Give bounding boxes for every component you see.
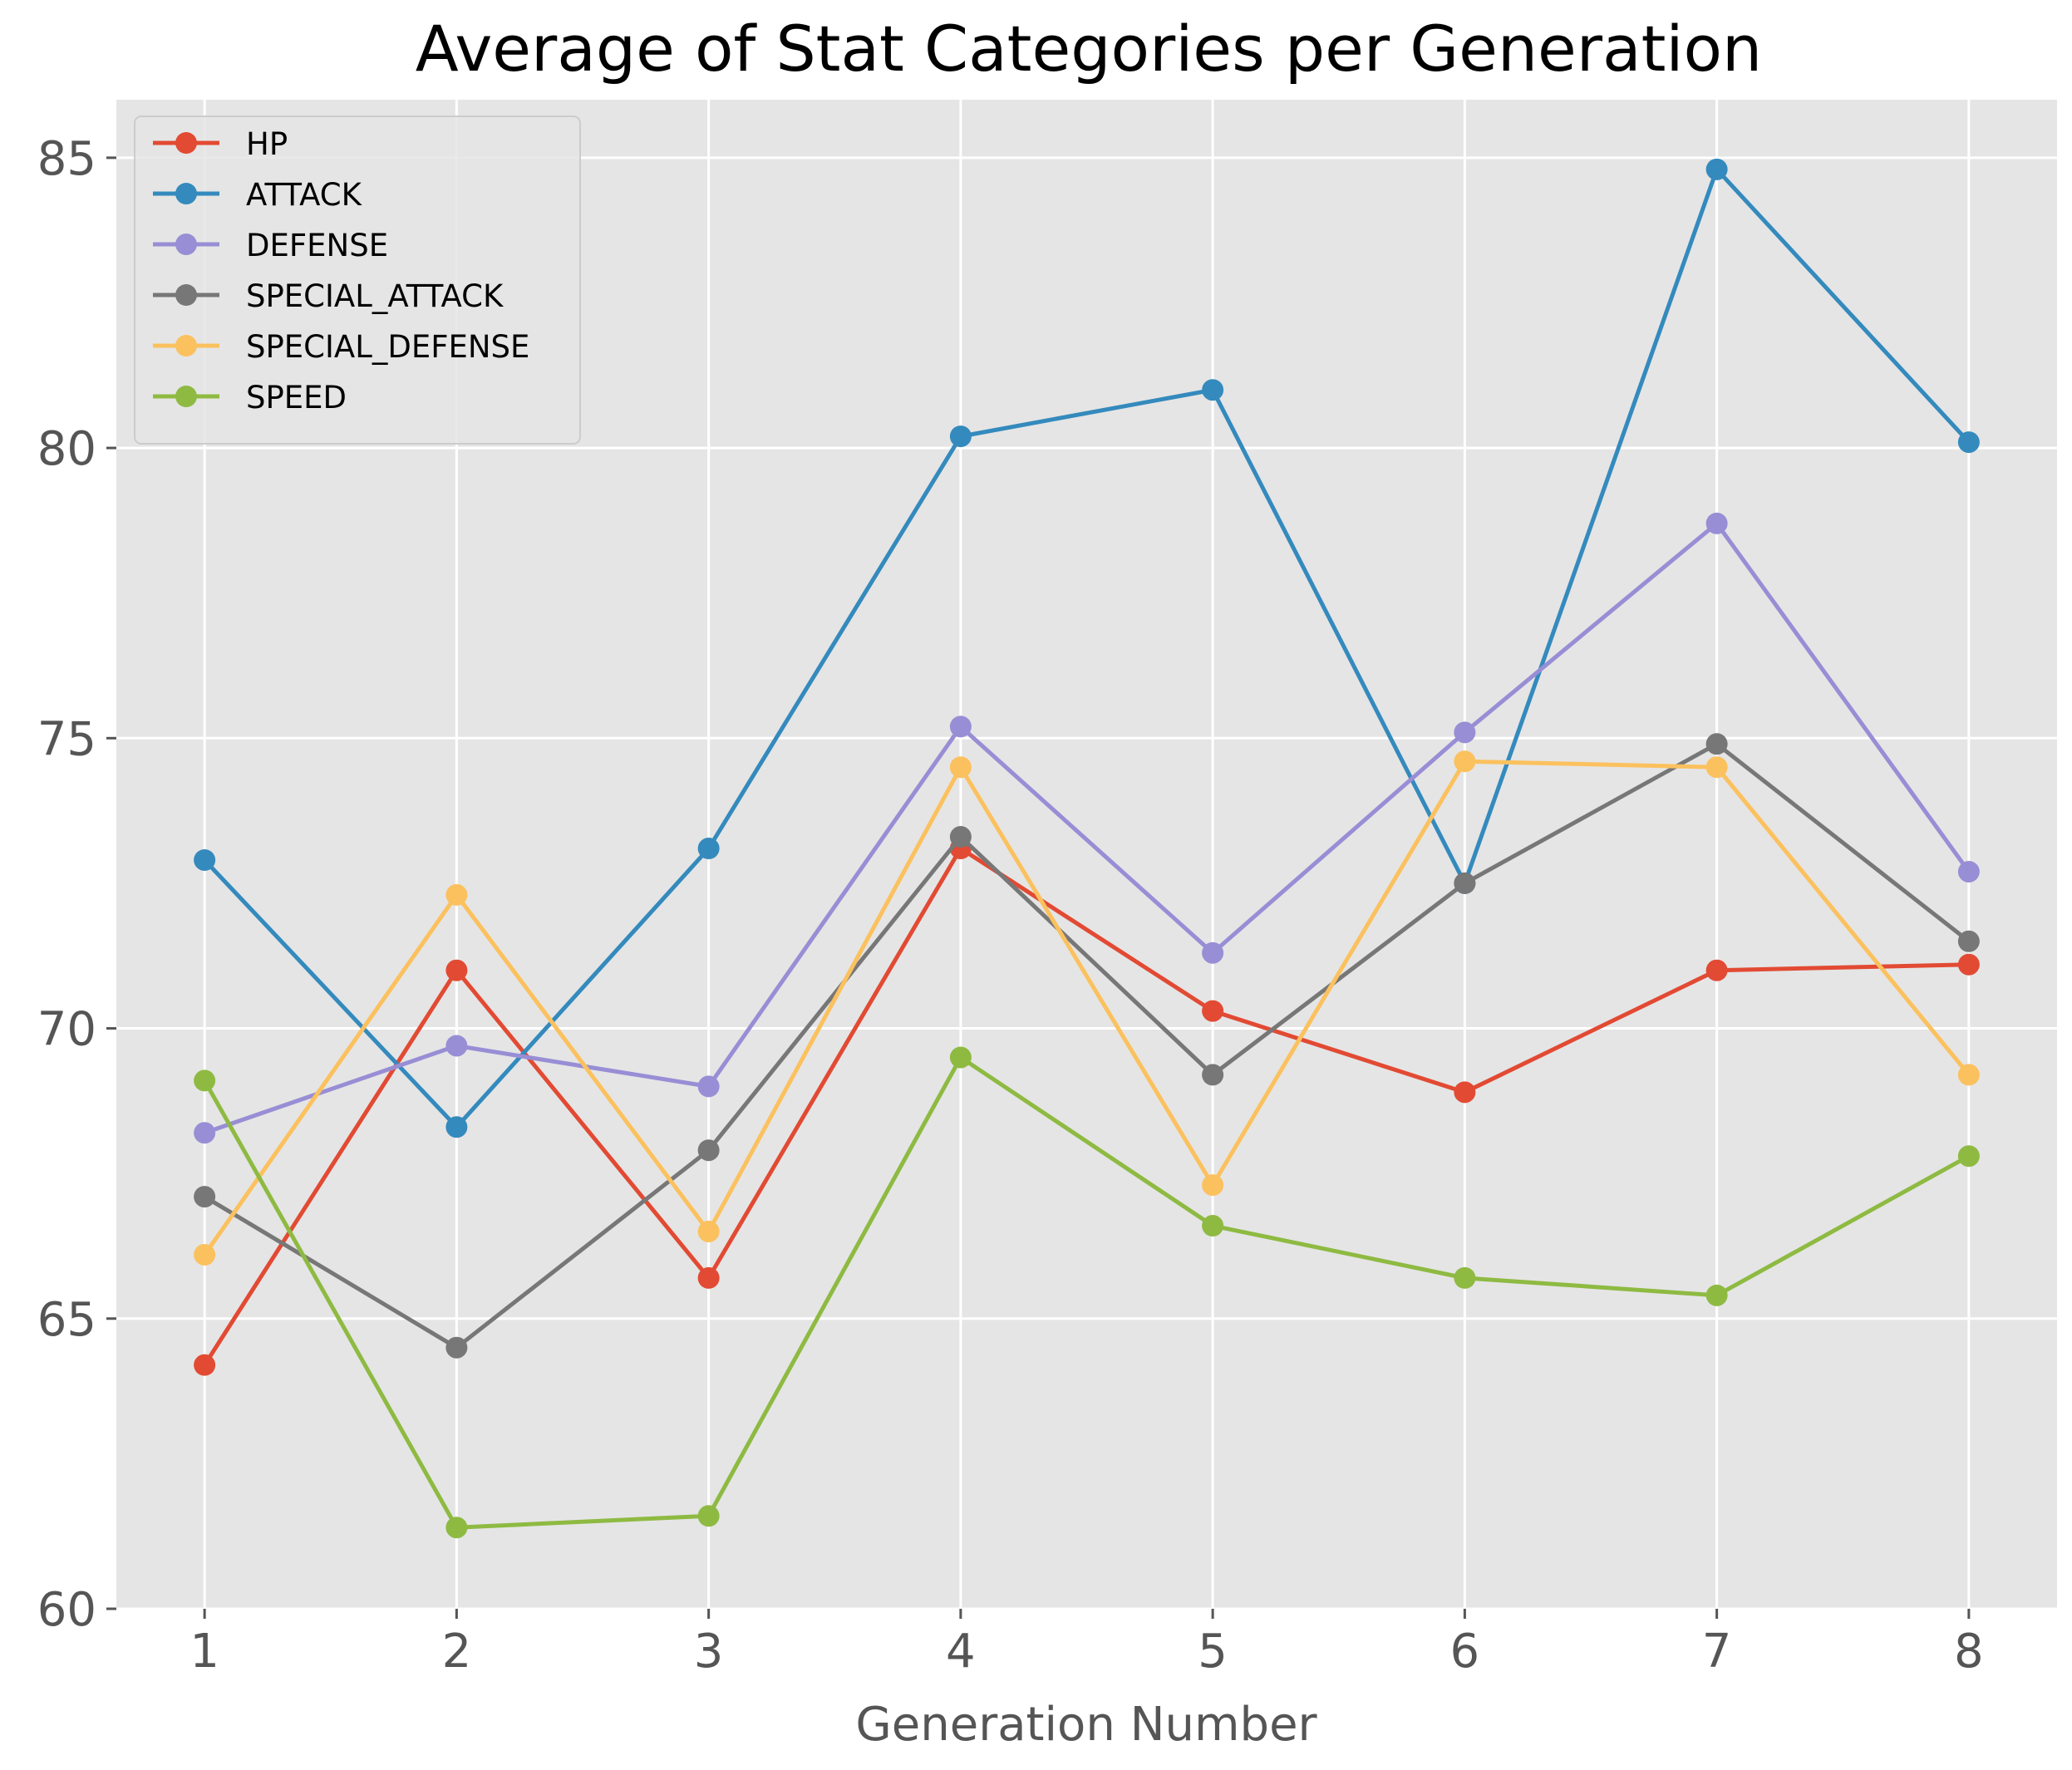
data-point-special-defense [1957,1064,1980,1086]
legend-swatch-marker [175,335,197,356]
data-point-special-attack [697,1139,720,1162]
data-point-hp [445,959,468,981]
series-defense [194,512,1980,1144]
x-tick-label: 7 [1702,1625,1732,1679]
data-point-special-defense [697,1221,720,1242]
legend-box [134,116,581,445]
data-point-hp [1957,953,1980,976]
data-point-speed [949,1046,972,1069]
legend-label: SPECIAL_DEFENSE [246,329,529,365]
data-point-special-defense [194,1243,216,1266]
data-point-defense [1957,860,1980,883]
x-tick-label: 4 [946,1625,976,1679]
series-line-speed [202,1055,1971,1530]
legend-item-special-attack: SPECIAL_ATTACK [153,278,504,314]
data-point-hp [1705,959,1728,981]
legend-swatch-marker [175,386,197,407]
data-point-defense [697,1075,720,1098]
y-tick-label: 75 [37,712,96,766]
data-point-defense [1705,512,1728,534]
legend-item-hp: HP [153,126,288,162]
series-hp [194,838,1980,1376]
data-point-speed [445,1517,468,1539]
data-point-hp [697,1266,720,1289]
series-line-special-defense [203,759,1971,1256]
legend-label: SPEED [246,380,347,415]
data-point-special-defense [1705,756,1728,779]
y-tick-label: 60 [37,1583,96,1637]
series-speed [194,1046,1980,1539]
data-point-special-attack [949,826,972,848]
data-point-special-defense [949,756,972,779]
y-tick-label: 70 [37,1003,96,1057]
legend-label: HP [246,126,288,162]
data-point-attack [697,838,720,860]
data-point-defense [1202,942,1224,964]
data-point-special-attack [1202,1064,1224,1086]
data-point-defense [949,715,972,738]
data-point-speed [697,1505,720,1527]
legend-swatch-marker [175,183,197,204]
data-point-speed [1454,1266,1476,1289]
legend-item-defense: DEFENSE [153,228,388,263]
y-tick-label: 65 [37,1293,96,1347]
series-line-attack [203,167,1971,1129]
legend-label: DEFENSE [246,228,388,263]
x-tick-label: 2 [442,1625,472,1679]
x-tick-label: 5 [1198,1625,1228,1679]
data-point-special-attack [445,1336,468,1359]
data-point-special-attack [1957,930,1980,952]
legend-item-attack: ATTACK [153,177,363,213]
data-point-hp [194,1354,216,1376]
data-point-hp [1454,1081,1476,1104]
data-point-special-attack [1705,733,1728,755]
axis-ticks: 1 2 3 4 5 6 7 8 60 65 70 75 80 85 [37,132,1984,1679]
y-tick-label: 80 [37,422,96,476]
data-point-attack [1202,379,1224,401]
data-point-attack [1957,431,1980,454]
y-tick-label: 85 [37,132,96,186]
legend-swatch-marker [175,284,197,306]
series-line-defense [204,521,1971,1135]
x-tick-label: 6 [1450,1625,1480,1679]
data-point-hp [1202,1000,1224,1022]
series-line-hp [203,846,1969,1366]
data-point-special-defense [445,883,468,906]
legend: HP ATTACK DEFENSE SPECIAL_ATTACK SPECIAL_DEF… [134,116,581,445]
data-point-speed [1705,1284,1728,1306]
series-layer [194,158,1980,1539]
data-point-speed [1957,1145,1980,1168]
legend-label: SPECIAL_ATTACK [246,278,504,314]
data-point-speed [194,1069,216,1092]
series-special-defense [194,750,1980,1266]
data-point-special-defense [1202,1174,1224,1197]
data-point-attack [194,848,216,871]
legend-item-special-defense: SPECIAL_DEFENSE [153,329,529,365]
data-point-special-attack [1454,872,1476,894]
legend-item-speed: SPEED [153,380,347,415]
x-tick-label: 8 [1954,1625,1984,1679]
chart-title: Average of Stat Categories per Generatio… [416,12,1762,86]
data-point-attack [949,425,972,448]
legend-label: ATTACK [246,177,363,213]
x-axis-label: Generation Number [855,1698,1317,1752]
legend-swatch-marker [175,132,197,154]
legend-swatch-marker [175,234,197,255]
data-point-special-attack [194,1186,216,1208]
data-point-defense [1454,721,1476,744]
data-point-defense [445,1035,468,1057]
data-point-special-defense [1454,750,1476,773]
data-point-speed [1202,1215,1224,1237]
data-point-attack [1705,158,1728,180]
data-point-attack [445,1116,468,1138]
x-tick-label: 1 [189,1625,219,1679]
x-tick-label: 3 [694,1625,724,1679]
data-point-defense [194,1122,216,1144]
